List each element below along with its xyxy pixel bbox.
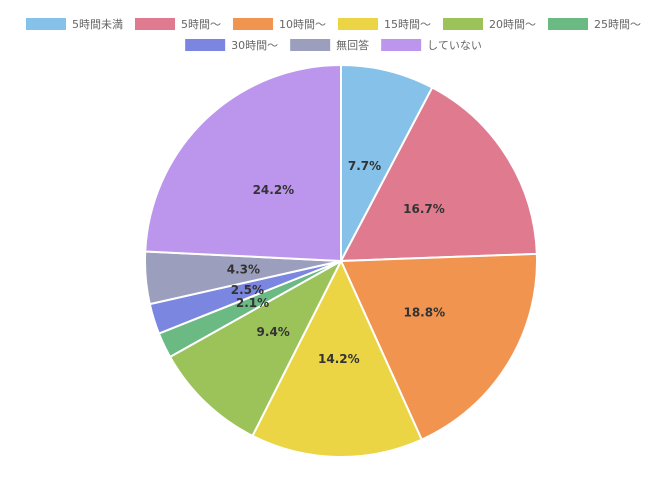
legend-item[interactable]: していない — [381, 39, 482, 52]
legend-label: していない — [427, 39, 482, 52]
pie-slice-item-3[interactable] — [339, 252, 538, 441]
legend-label: 5時間未満 — [72, 18, 123, 31]
slice-percent-label: 14.2% — [318, 352, 360, 366]
legend-swatch — [338, 18, 378, 30]
legend-item[interactable]: 20時間〜 — [443, 18, 536, 31]
legend-item[interactable]: 10時間〜 — [233, 18, 326, 31]
legend-swatch — [290, 39, 331, 51]
legend-label: 無回答 — [336, 38, 369, 52]
chart-legend: 5時間未満 5時間〜 10時間〜 15時間〜 20時間〜 25時間〜 30時間〜 無回答 してい… — [26, 18, 641, 52]
pie-slice-item-5[interactable] — [168, 258, 344, 438]
legend-swatch — [443, 18, 483, 30]
slice-percent-label: 24.2% — [253, 183, 295, 197]
pie-slice-item-2[interactable] — [339, 86, 538, 263]
legend-swatch — [185, 39, 226, 51]
pie-slice-item-1[interactable] — [340, 63, 434, 262]
legend-item[interactable]: 5時間〜 — [135, 18, 221, 31]
legend-swatch — [233, 18, 273, 30]
slice-percent-label: 18.8% — [403, 306, 445, 320]
legend-swatch — [135, 18, 175, 30]
legend-label: 20時間〜 — [489, 18, 536, 31]
legend-item[interactable]: 5時間未満 — [26, 18, 123, 31]
legend-swatch — [548, 18, 588, 30]
legend-swatch — [26, 18, 66, 30]
slice-percent-label: 4.3% — [227, 262, 260, 276]
legend-swatch — [381, 39, 422, 51]
slice-percent-label: 2.5% — [231, 283, 264, 297]
legend-label: 15時間〜 — [384, 18, 431, 31]
legend-item[interactable]: 15時間〜 — [338, 18, 431, 31]
slice-percent-label: 9.4% — [257, 325, 290, 339]
pie-labels: 7.7% 16.7% 18.8% 14.2% 9.4% 2.1%2.5% 4.3% 24.2% — [227, 159, 445, 366]
pie-slices — [144, 63, 538, 458]
legend-label: 25時間〜 — [594, 18, 641, 31]
legend-label: 30時間〜 — [231, 39, 278, 52]
pie-slice-item-9[interactable] — [144, 63, 342, 263]
legend-item[interactable]: 無回答 — [290, 38, 369, 52]
legend-item[interactable]: 25時間〜 — [548, 18, 641, 31]
slice-percent-label: 2.1% — [236, 296, 269, 310]
slice-percent-label: 16.7% — [403, 202, 445, 216]
slice-percent-label: 7.7% — [348, 159, 381, 173]
legend-label: 10時間〜 — [279, 18, 326, 31]
pie-slice-item-4[interactable] — [251, 258, 424, 458]
legend-item[interactable]: 30時間〜 — [185, 39, 278, 52]
legend-label: 5時間〜 — [181, 18, 221, 31]
